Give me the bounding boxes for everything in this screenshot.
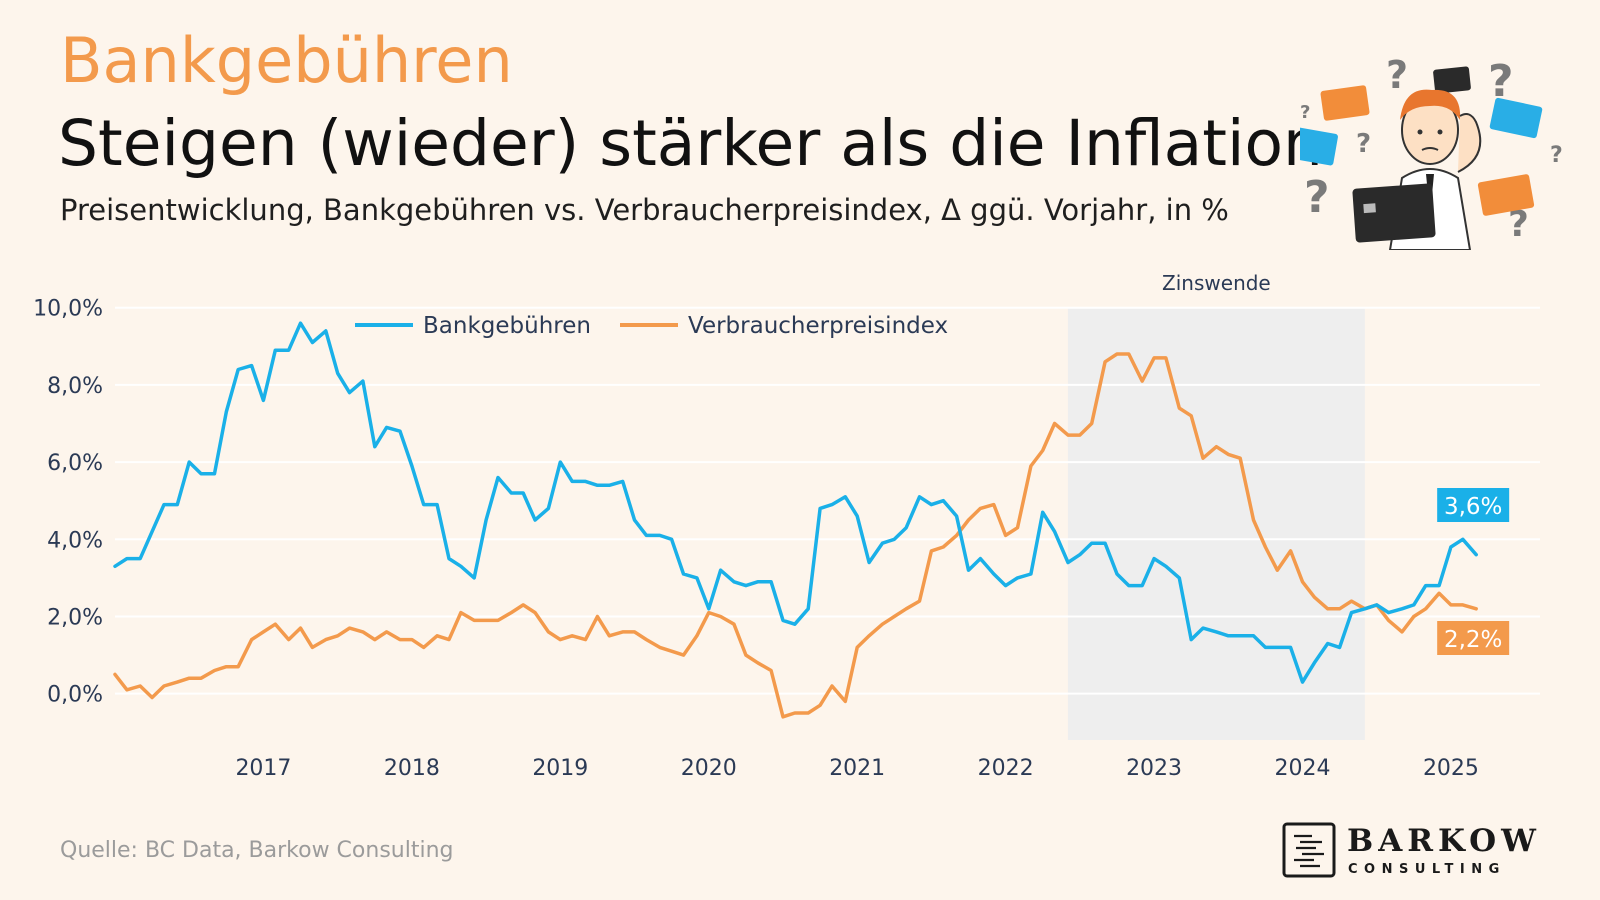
y-tick-label: 10,0%: [33, 297, 103, 322]
x-tick-label: 2025: [1423, 756, 1479, 781]
svg-text:?: ?: [1386, 53, 1408, 97]
svg-text:?: ?: [1550, 143, 1563, 168]
x-tick-label: 2017: [235, 756, 291, 781]
x-tick-label: 2024: [1275, 756, 1331, 781]
x-tick-label: 2022: [978, 756, 1034, 781]
svg-text:?: ?: [1304, 172, 1330, 223]
x-tick-label: 2018: [384, 756, 440, 781]
zinswende-label: Zinswende: [1162, 271, 1271, 295]
x-tick-label: 2020: [681, 756, 737, 781]
chart-subtitle: Preisentwicklung, Bankgebühren vs. Verbr…: [60, 193, 1229, 227]
x-tick-label: 2023: [1126, 756, 1182, 781]
zinswende-shaded-region: [1067, 308, 1365, 740]
legend-label: Verbraucherpreisindex: [688, 313, 948, 339]
credit-card-icon: [1352, 183, 1436, 243]
end-value-label: 2,2%: [1444, 627, 1502, 653]
logo-tagline: CONSULTING: [1348, 862, 1506, 877]
end-value-badge: [1437, 621, 1510, 655]
y-tick-label: 0,0%: [47, 683, 103, 708]
source-note: Quelle: BC Data, Barkow Consulting: [60, 838, 454, 863]
y-tick-label: 6,0%: [47, 451, 103, 476]
y-tick-label: 2,0%: [47, 605, 103, 630]
svg-text:?: ?: [1508, 204, 1529, 245]
kicker-title: Bankgebühren: [60, 24, 513, 97]
y-tick-label: 8,0%: [47, 374, 103, 399]
confused-person-illustration: ? ? ? ? ? ? ?: [1300, 53, 1563, 250]
series-line-verbraucherpreisindex: [113, 352, 1478, 719]
series-line-bankgebuehren: [113, 321, 1478, 684]
credit-card-icon: [1300, 66, 1543, 216]
x-tick-label: 2019: [532, 756, 588, 781]
logo-wordmark: BARKOW: [1347, 823, 1541, 859]
barkow-logo-icon: [1282, 822, 1336, 878]
end-value-badge: [1437, 488, 1510, 522]
y-tick-label: 4,0%: [47, 528, 103, 553]
end-value-label: 3,6%: [1444, 494, 1502, 520]
svg-text:?: ?: [1356, 129, 1371, 159]
x-tick-label: 2021: [829, 756, 885, 781]
legend-label: Bankgebühren: [423, 313, 591, 339]
page-title: Steigen (wieder) stärker als die Inflati…: [58, 107, 1323, 180]
svg-text:?: ?: [1300, 102, 1310, 123]
